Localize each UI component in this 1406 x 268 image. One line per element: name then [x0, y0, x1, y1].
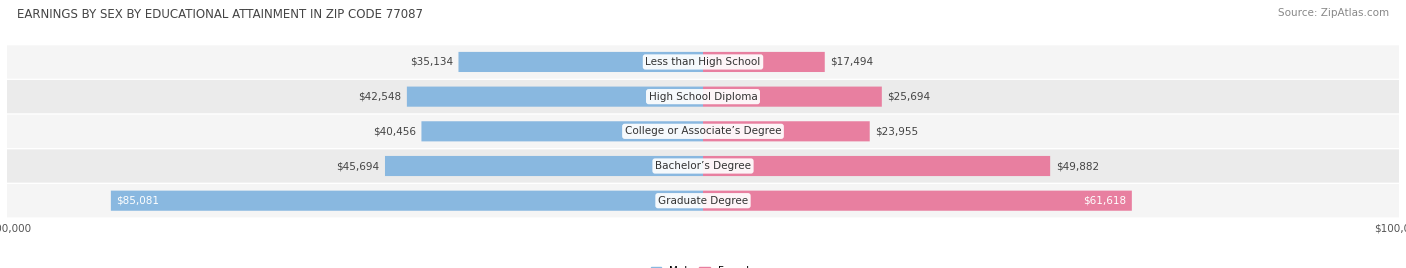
Text: High School Diploma: High School Diploma	[648, 92, 758, 102]
Text: $45,694: $45,694	[336, 161, 380, 171]
FancyBboxPatch shape	[458, 52, 703, 72]
Text: $49,882: $49,882	[1056, 161, 1099, 171]
Text: Graduate Degree: Graduate Degree	[658, 196, 748, 206]
Text: Less than High School: Less than High School	[645, 57, 761, 67]
Text: $42,548: $42,548	[359, 92, 401, 102]
FancyBboxPatch shape	[7, 149, 1399, 183]
Text: $25,694: $25,694	[887, 92, 931, 102]
FancyBboxPatch shape	[703, 121, 870, 142]
FancyBboxPatch shape	[422, 121, 703, 142]
FancyBboxPatch shape	[703, 87, 882, 107]
FancyBboxPatch shape	[7, 80, 1399, 113]
Legend: Male, Female: Male, Female	[651, 266, 755, 268]
Text: Source: ZipAtlas.com: Source: ZipAtlas.com	[1278, 8, 1389, 18]
Text: $35,134: $35,134	[409, 57, 453, 67]
FancyBboxPatch shape	[7, 184, 1399, 217]
FancyBboxPatch shape	[406, 87, 703, 107]
Text: $40,456: $40,456	[373, 126, 416, 136]
FancyBboxPatch shape	[7, 45, 1399, 79]
FancyBboxPatch shape	[703, 191, 1132, 211]
FancyBboxPatch shape	[703, 52, 825, 72]
Text: $23,955: $23,955	[876, 126, 918, 136]
Text: EARNINGS BY SEX BY EDUCATIONAL ATTAINMENT IN ZIP CODE 77087: EARNINGS BY SEX BY EDUCATIONAL ATTAINMEN…	[17, 8, 423, 21]
FancyBboxPatch shape	[703, 156, 1050, 176]
Text: $85,081: $85,081	[117, 196, 159, 206]
FancyBboxPatch shape	[385, 156, 703, 176]
Text: $61,618: $61,618	[1083, 196, 1126, 206]
Text: Bachelor’s Degree: Bachelor’s Degree	[655, 161, 751, 171]
FancyBboxPatch shape	[111, 191, 703, 211]
Text: College or Associate’s Degree: College or Associate’s Degree	[624, 126, 782, 136]
FancyBboxPatch shape	[7, 115, 1399, 148]
Text: $17,494: $17,494	[831, 57, 873, 67]
